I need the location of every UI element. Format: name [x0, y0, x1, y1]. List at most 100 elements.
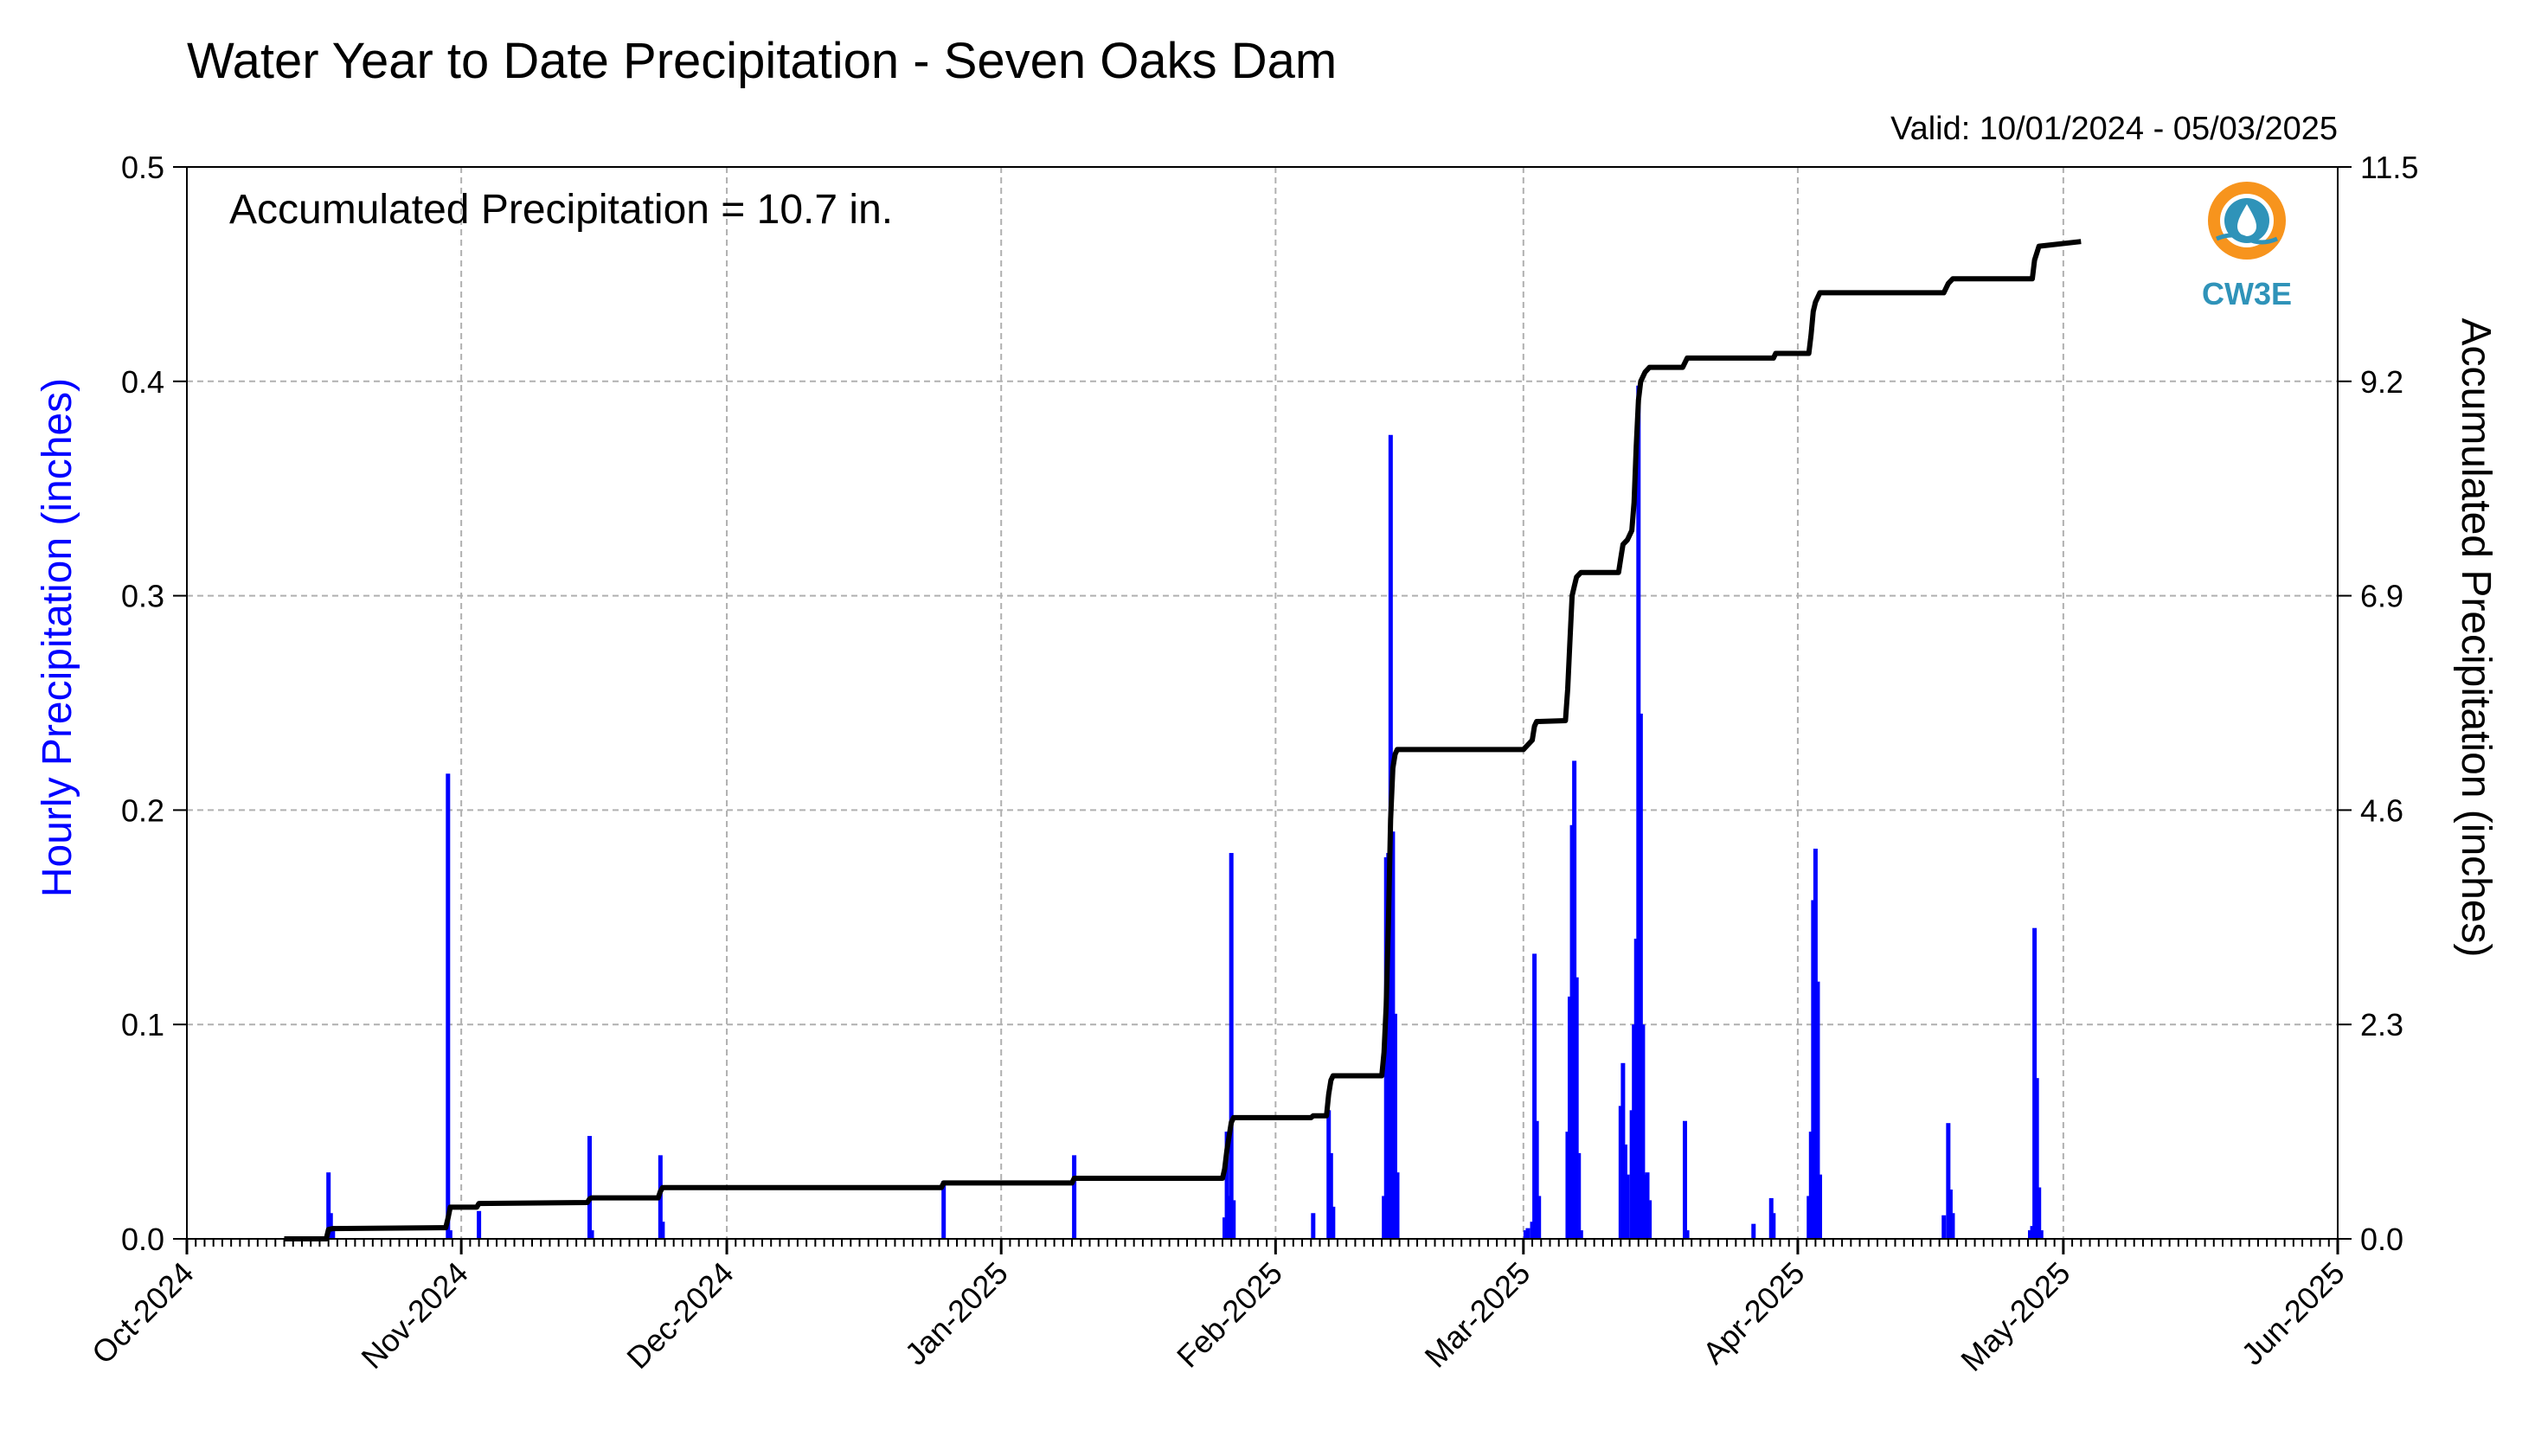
hourly-bar	[2034, 1078, 2039, 1239]
hourly-bar	[1227, 1196, 1232, 1239]
hourly-bar	[2027, 1230, 2032, 1239]
hourly-bar	[1569, 824, 1575, 1239]
hourly-bar	[1525, 1228, 1531, 1239]
hourly-bar	[1072, 1155, 1077, 1239]
x-tick-label: Feb-2025	[1170, 1255, 1289, 1375]
hourly-bar	[1231, 1200, 1236, 1239]
hourly-bar	[1222, 1217, 1228, 1239]
hourly-bar	[1574, 977, 1579, 1239]
hourly-bar	[1685, 1230, 1690, 1239]
logo-drop-icon	[2237, 204, 2256, 236]
hourly-bar	[1326, 1110, 1332, 1239]
hourly-bar	[1565, 1132, 1570, 1239]
hourly-bar	[1818, 1174, 1823, 1239]
hourly-bar	[1647, 1200, 1652, 1239]
hourly-bar	[1808, 1132, 1813, 1239]
hourly-bar	[1636, 385, 1641, 1240]
hourly-bar	[1815, 981, 1820, 1239]
hourly-bar	[1395, 1172, 1400, 1239]
hourly-bar	[447, 1230, 452, 1239]
hourly-bar	[1645, 1172, 1650, 1239]
y-left-tick-label: 0.5	[121, 150, 164, 185]
hourly-bar	[1523, 1230, 1528, 1239]
hourly-bar	[1768, 1197, 1774, 1239]
hourly-bar	[1751, 1223, 1756, 1239]
x-tick-label: Jun-2025	[2235, 1255, 2352, 1372]
logo-ring-icon	[2208, 182, 2286, 260]
hourly-bar	[1640, 1024, 1646, 1239]
y-axis-left-label: Hourly Precipitation (inches)	[35, 378, 80, 897]
y-left-tick-label: 0.1	[121, 1007, 164, 1042]
hourly-bar	[941, 1181, 947, 1239]
y-right-tick-label: 11.5	[2360, 150, 2418, 185]
y-right-tick-label: 6.9	[2360, 579, 2403, 614]
y-left-tick-label: 0.2	[121, 792, 164, 828]
hourly-bar	[587, 1136, 592, 1239]
hourly-bar	[2030, 1226, 2035, 1239]
hourly-bar	[2037, 1187, 2042, 1239]
x-tick-label: Nov-2024	[354, 1255, 474, 1376]
axes: 0.0 0.0 0.1 2.3 0.2 4.6 0.3 6.9 0.4 9.2 0.5 11.5 Oct…	[85, 150, 2418, 1378]
accumulated-line	[284, 239, 2082, 1241]
x-tick-label: Jan-2025	[898, 1255, 1015, 1372]
hourly-bar	[1946, 1123, 1951, 1239]
hourly-bar	[1229, 852, 1234, 1239]
logo-text: CW3E	[2202, 276, 2292, 311]
logo-wave-icon	[2215, 233, 2279, 245]
cw3e-logo: CW3E	[2202, 182, 2292, 311]
hourly-bar	[1392, 1013, 1397, 1239]
hourly-bar	[1578, 1230, 1583, 1239]
hourly-bar	[1568, 996, 1573, 1239]
hourly-bar	[1620, 1062, 1626, 1239]
grid-lines	[187, 167, 2338, 1239]
hourly-bar	[1811, 900, 1816, 1239]
hourly-bar	[326, 1172, 331, 1239]
x-tick-label: Oct-2024	[85, 1255, 201, 1371]
hourly-bar	[2032, 927, 2037, 1239]
hourly-bar	[1638, 713, 1643, 1239]
y-left-tick-label: 0.4	[121, 364, 164, 400]
hourly-bar	[1941, 1215, 1947, 1239]
hourly-bar	[1386, 852, 1391, 1239]
hourly-bar	[1683, 1120, 1688, 1239]
hourly-bar	[1390, 831, 1396, 1239]
hourly-bar	[660, 1222, 665, 1239]
hourly-bar	[1532, 953, 1537, 1239]
hourly-bar	[1331, 1206, 1336, 1239]
plot-frame	[186, 166, 2339, 1240]
hourly-bar	[1534, 1120, 1539, 1239]
hourly-bar	[1950, 1213, 1955, 1239]
y-right-tick-label: 4.6	[2360, 792, 2403, 828]
hourly-bar	[1806, 1196, 1812, 1239]
y-right-tick-label: 2.3	[2360, 1007, 2403, 1042]
hourly-bar	[330, 1226, 336, 1239]
hourly-precipitation-bars	[326, 385, 2044, 1240]
hourly-bar	[477, 1210, 482, 1239]
hourly-bar	[1622, 1144, 1627, 1239]
hourly-bar	[1625, 1174, 1630, 1239]
hourly-bar	[1328, 1152, 1333, 1239]
hourly-bar	[1629, 1110, 1634, 1239]
hourly-bar	[1642, 1174, 1647, 1239]
hourly-bar	[1813, 849, 1818, 1239]
hourly-bar	[1572, 760, 1577, 1239]
chart-text: Water Year to Date Precipitation - Seven…	[35, 33, 2499, 958]
y-left-tick-label: 0.0	[121, 1222, 164, 1257]
hourly-bar	[446, 773, 451, 1239]
y-right-tick-label: 0.0	[2360, 1222, 2403, 1257]
x-tick-label: Apr-2025	[1696, 1255, 1812, 1371]
hourly-bar	[1537, 1196, 1542, 1239]
chart-title: Water Year to Date Precipitation - Seven…	[187, 33, 1337, 89]
x-tick-label: Dec-2024	[619, 1255, 740, 1376]
hourly-bar	[2038, 1230, 2044, 1239]
hourly-bar	[1382, 1196, 1387, 1239]
y-axis-right-label: Accumulated Precipitation (inches)	[2453, 317, 2499, 957]
hourly-bar	[328, 1213, 333, 1239]
accumulated-precipitation-line	[284, 239, 2082, 1241]
hourly-bar	[1224, 1132, 1229, 1239]
hourly-bar	[1618, 1106, 1623, 1239]
y-right-tick-label: 9.2	[2360, 364, 2403, 400]
accumulated-total-annotation: Accumulated Precipitation = 10.7 in.	[229, 187, 893, 233]
hourly-bar	[1311, 1213, 1316, 1239]
